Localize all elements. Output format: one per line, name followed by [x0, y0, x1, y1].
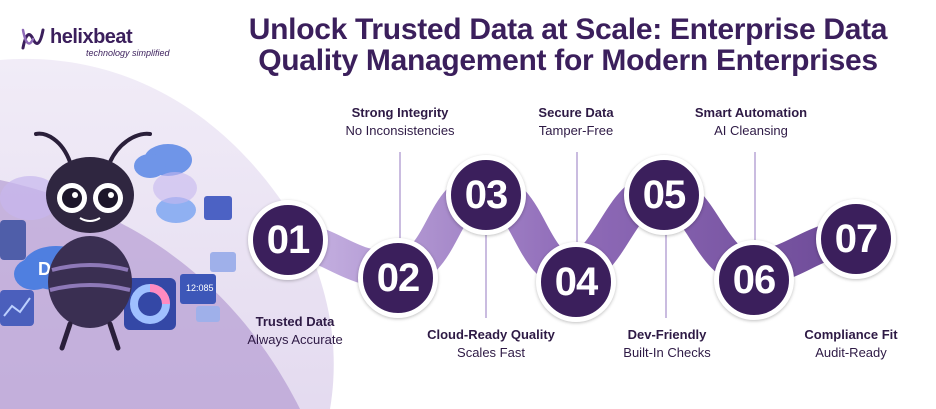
step-03-label: Cloud-Ready Quality Scales Fast: [406, 326, 576, 362]
logo-tagline: technology simplified: [86, 48, 170, 58]
step-07-heading: Compliance Fit: [804, 327, 898, 342]
step-05-circle: 05: [624, 155, 704, 235]
step-01-subtext: Always Accurate: [247, 332, 343, 347]
step-01-label: Trusted Data Always Accurate: [210, 313, 380, 349]
step-02-circle: 02: [358, 238, 438, 318]
step-02-subtext: No Inconsistencies: [345, 123, 455, 138]
step-01-number: 01: [266, 217, 310, 262]
step-01-heading: Trusted Data: [255, 314, 335, 329]
step-04-label: Secure Data Tamper-Free: [491, 104, 661, 140]
step-07-circle: 07: [816, 199, 896, 279]
logo-wordmark: helixbeat: [50, 26, 133, 48]
step-06-heading: Smart Automation: [694, 105, 808, 120]
step-05-label: Dev-Friendly Built-In Checks: [582, 326, 752, 362]
step-02-heading: Strong Integrity: [351, 105, 449, 120]
helix-icon: [21, 28, 45, 50]
step-06-number: 06: [732, 257, 776, 302]
step-06-subtext: AI Cleansing: [714, 123, 788, 138]
title-line-2: Quality Management for Modern Enterprise…: [258, 44, 878, 77]
step-07-subtext: Audit-Ready: [815, 345, 887, 360]
step-07-number: 07: [834, 216, 878, 261]
step-04-subtext: Tamper-Free: [538, 123, 614, 138]
step-05-subtext: Built-In Checks: [623, 345, 711, 360]
step-04-number: 04: [554, 259, 598, 304]
step-07-label: Compliance Fit Audit-Ready: [766, 326, 936, 362]
step-05-heading: Dev-Friendly: [627, 327, 707, 342]
title-line-1: Unlock Trusted Data at Scale: Enterprise…: [248, 13, 888, 46]
page-title: Unlock Trusted Data at Scale: Enterprise…: [212, 14, 924, 76]
step-03-circle: 03: [446, 155, 526, 235]
step-03-number: 03: [464, 172, 508, 217]
step-06-circle: 06: [714, 240, 794, 320]
step-03-heading: Cloud-Ready Quality: [427, 327, 555, 342]
step-03-subtext: Scales Fast: [457, 345, 525, 360]
step-04-heading: Secure Data: [538, 105, 614, 120]
svg-text:12:085: 12:085: [186, 283, 214, 293]
step-05-number: 05: [642, 172, 686, 217]
step-04-circle: 04: [536, 242, 616, 322]
step-06-label: Smart Automation AI Cleansing: [666, 104, 836, 140]
step-02-label: Strong Integrity No Inconsistencies: [315, 104, 485, 140]
step-01-circle: 01: [248, 200, 328, 280]
helixbeat-logo: helixbeat technology simplified: [20, 26, 170, 62]
bee-mascot-illustration: 12:085 DAs: [0, 131, 236, 351]
step-02-number: 02: [376, 255, 420, 300]
